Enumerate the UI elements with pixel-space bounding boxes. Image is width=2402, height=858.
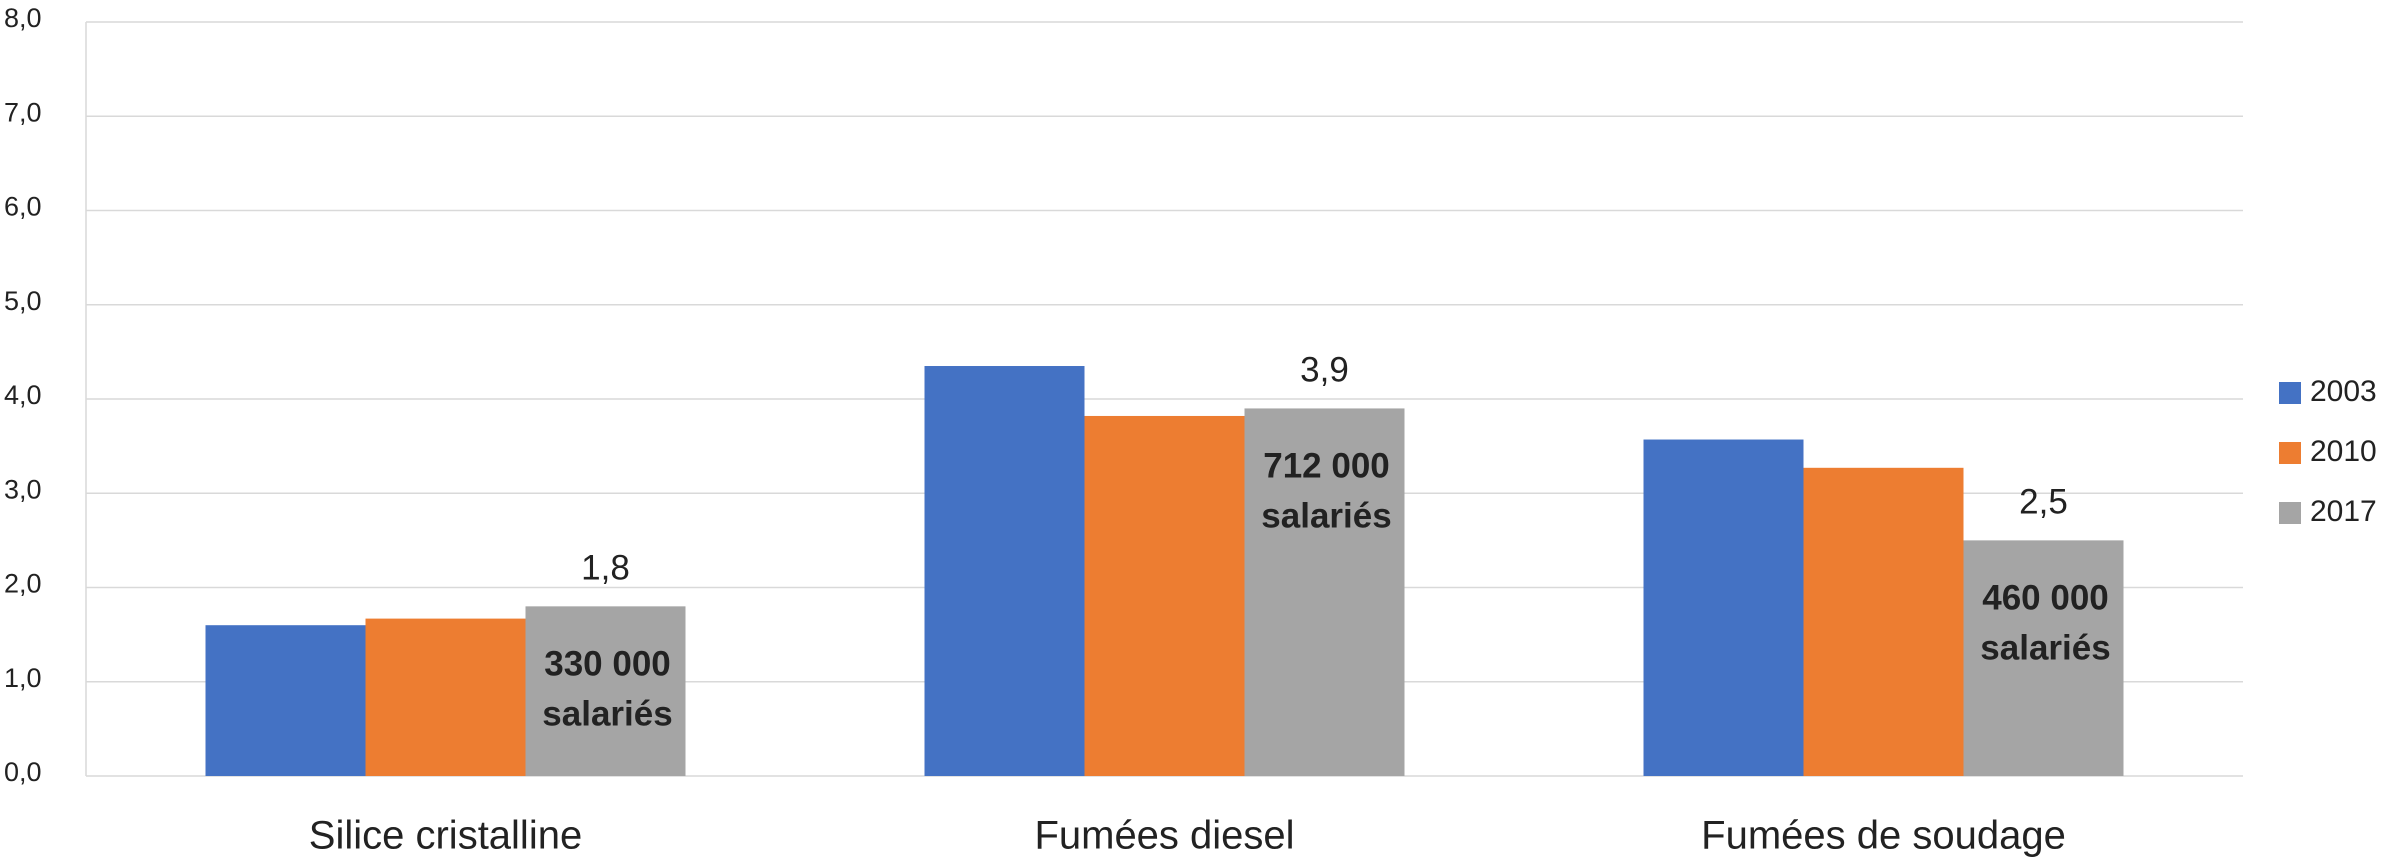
y-tick-label: 1,0 bbox=[4, 663, 42, 693]
bar bbox=[365, 618, 526, 776]
value-label: 3,9 bbox=[1300, 351, 1349, 390]
legend-label: 2003 bbox=[2310, 375, 2377, 408]
y-tick-label: 5,0 bbox=[4, 286, 42, 316]
value-label: 2,5 bbox=[2019, 483, 2068, 522]
value-label: 1,8 bbox=[581, 549, 630, 588]
y-tick-label: 0,0 bbox=[4, 757, 42, 787]
bar bbox=[924, 366, 1085, 776]
bar-annotation: 460 000 bbox=[1982, 579, 2109, 618]
bar bbox=[1244, 408, 1405, 776]
y-tick-label: 6,0 bbox=[4, 192, 42, 222]
bar bbox=[1084, 415, 1245, 776]
legend-swatch bbox=[2279, 442, 2301, 464]
legend-label: 2017 bbox=[2310, 495, 2377, 528]
x-tick-label: Fumées de soudage bbox=[1701, 814, 2066, 858]
x-tick-label: Silice cristalline bbox=[309, 814, 582, 858]
legend-label: 2010 bbox=[2310, 435, 2377, 468]
y-tick-label: 4,0 bbox=[4, 380, 42, 410]
y-tick-label: 7,0 bbox=[4, 97, 42, 127]
bar bbox=[205, 625, 366, 776]
x-tick-label: Fumées diesel bbox=[1034, 814, 1294, 858]
y-tick-label: 8,0 bbox=[4, 3, 42, 33]
bar-annotation: 330 000 bbox=[544, 645, 671, 684]
bar bbox=[1963, 540, 2124, 776]
bar bbox=[1803, 467, 1964, 776]
bar-annotation: salariés bbox=[1980, 629, 2110, 668]
bar-annotation: salariés bbox=[542, 695, 672, 734]
bar-annotation: 712 000 bbox=[1263, 447, 1390, 486]
bar bbox=[525, 606, 686, 776]
legend-swatch bbox=[2279, 502, 2301, 524]
bar-annotation: salariés bbox=[1261, 497, 1391, 536]
legend-swatch bbox=[2279, 382, 2301, 404]
y-tick-label: 3,0 bbox=[4, 474, 42, 504]
y-tick-label: 2,0 bbox=[4, 569, 42, 599]
bar bbox=[1643, 439, 1804, 776]
